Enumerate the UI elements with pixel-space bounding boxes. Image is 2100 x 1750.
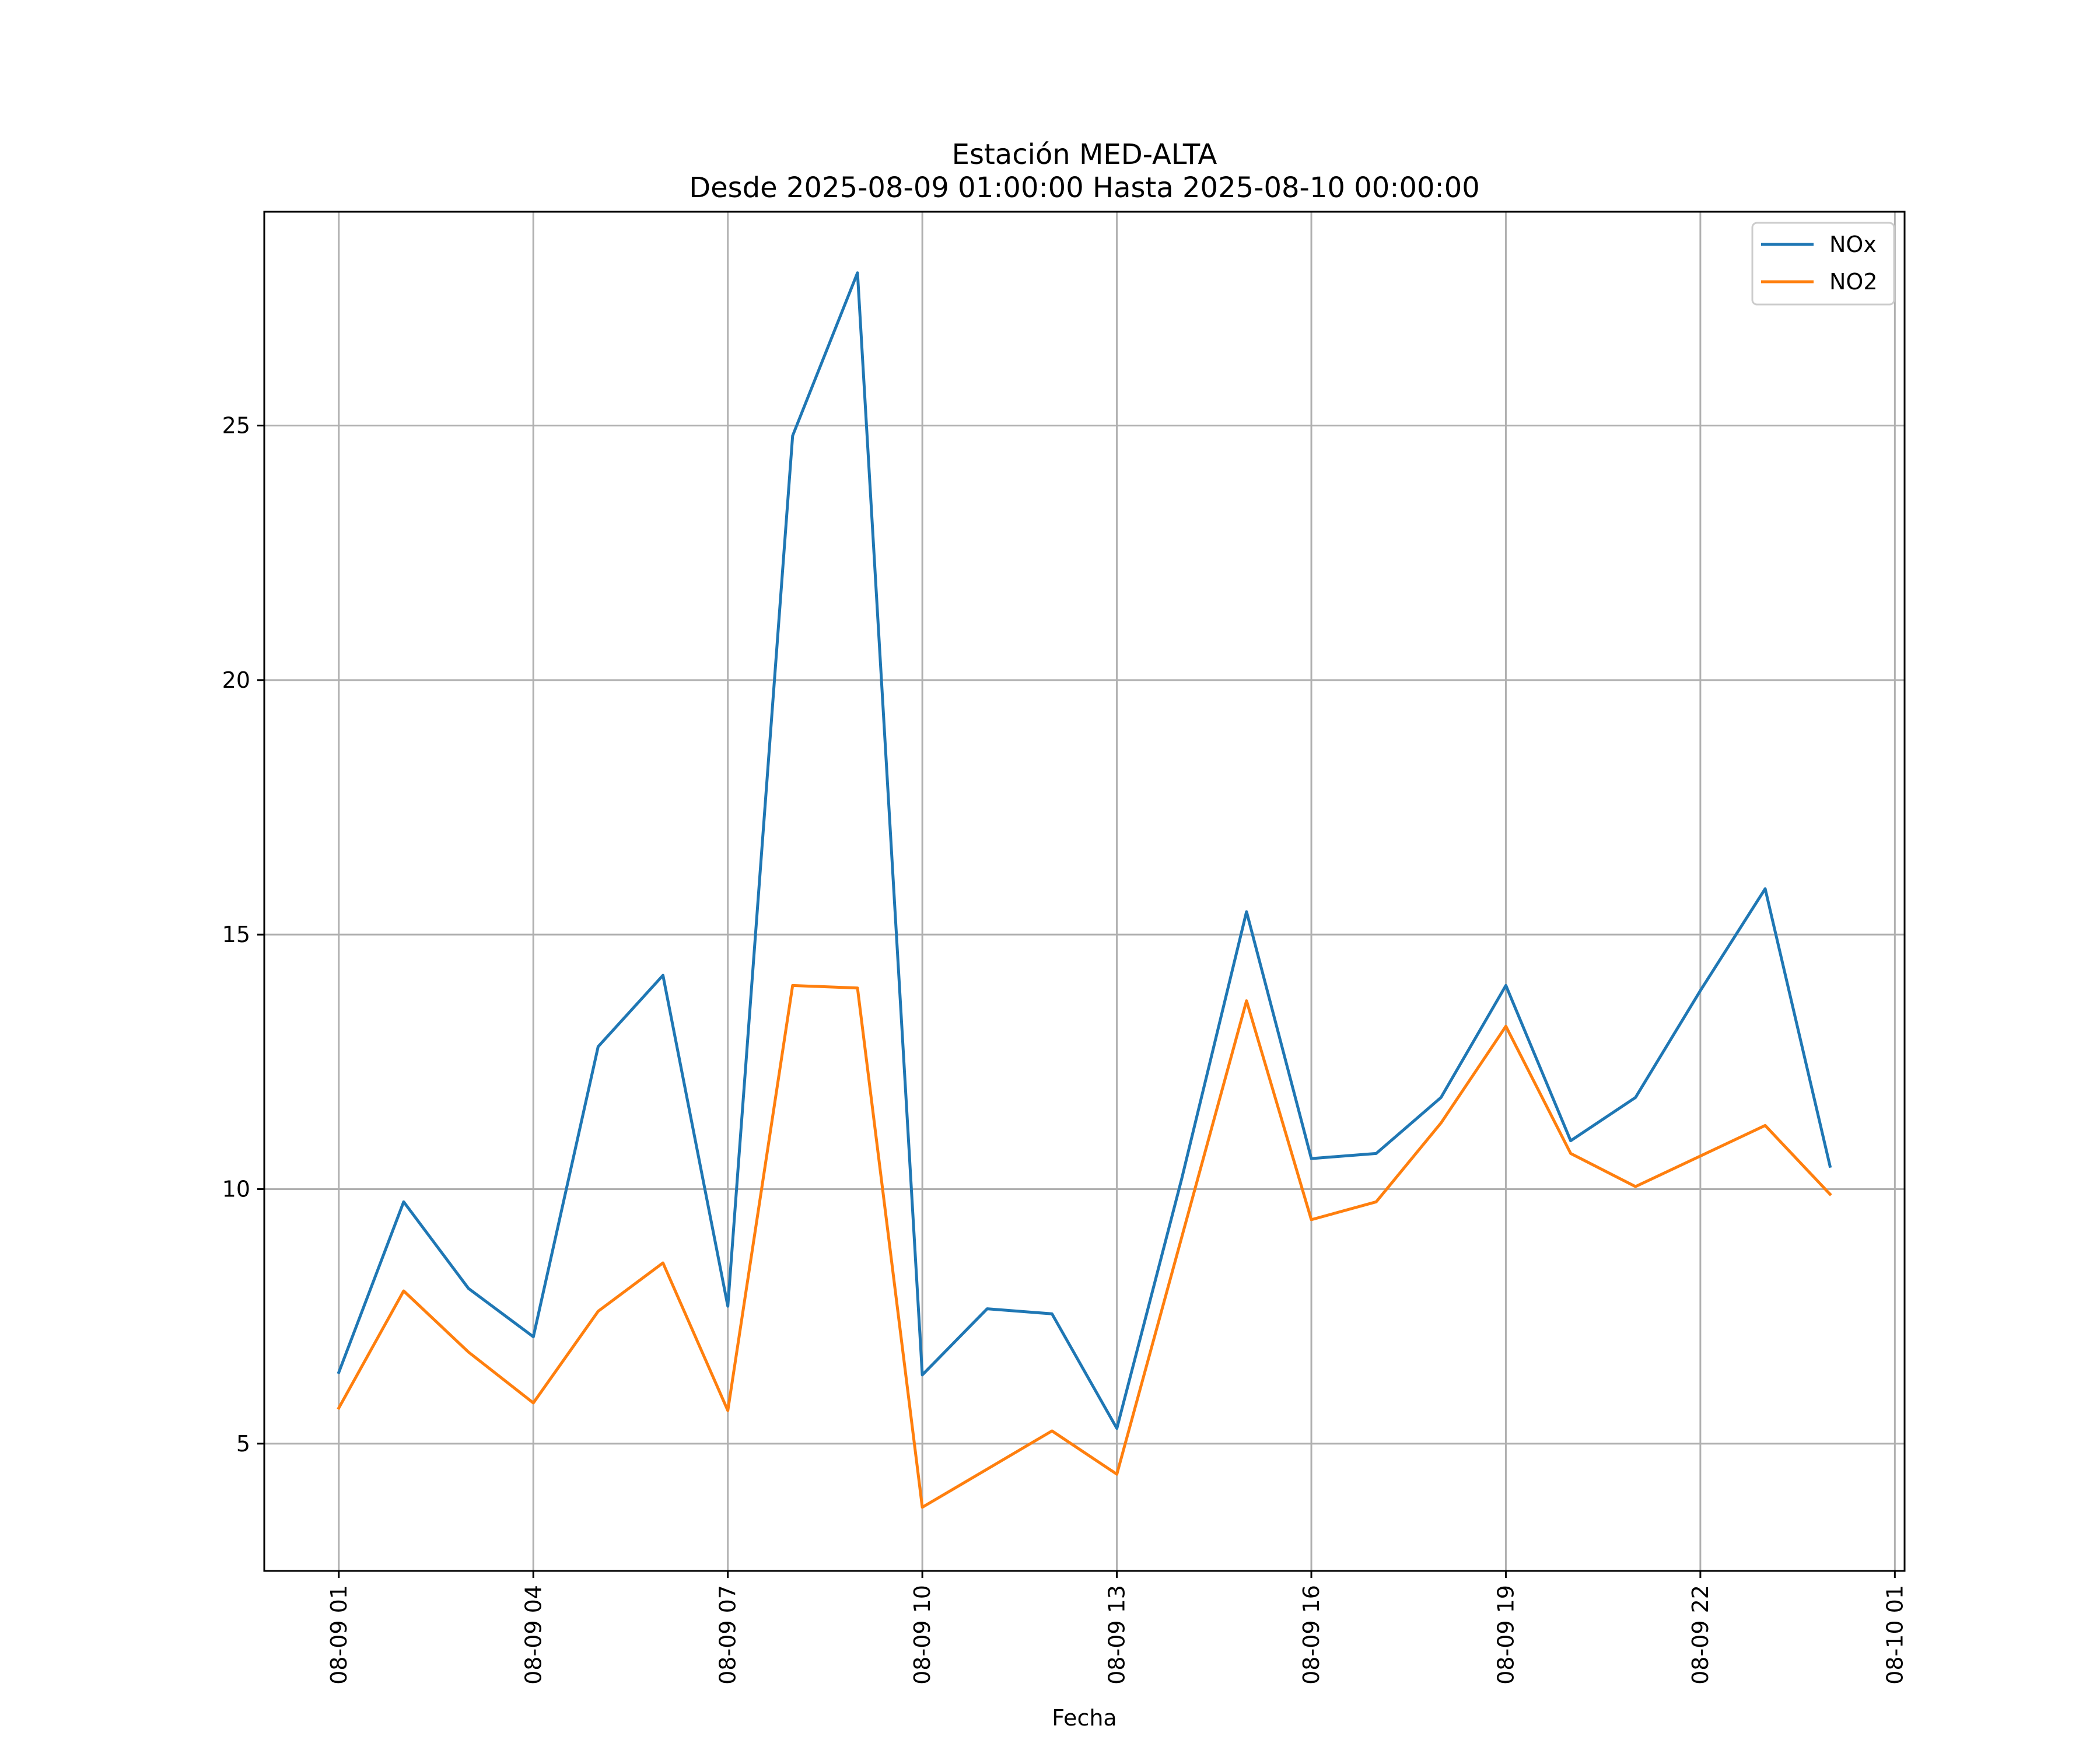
legend-label-nox: NOx [1829, 232, 1877, 257]
chart-title: Estación MED-ALTA [952, 138, 1217, 171]
x-tick-label: 08-09 01 [326, 1585, 352, 1685]
legend: NOx NO2 [1751, 222, 1895, 306]
x-axis: 08-09 01 08-09 04 08-09 07 08-09 10 08-09 13… [326, 1571, 1908, 1685]
x-tick-label: 08-09 19 [1493, 1585, 1518, 1685]
series-line-nox [337, 271, 1832, 1430]
x-tick-label: 08-09 22 [1688, 1585, 1713, 1685]
plot-frame [263, 211, 1906, 1572]
series-lines [337, 271, 1832, 1509]
x-tick-label: 08-09 13 [1104, 1585, 1130, 1685]
x-tick-label: 08-09 16 [1298, 1585, 1324, 1685]
x-axis-label: Fecha [1052, 1705, 1116, 1731]
y-tick-label: 25 [222, 413, 250, 439]
series-line-no2 [337, 984, 1832, 1509]
x-tick-label: 08-09 04 [520, 1585, 546, 1685]
y-tick-label: 10 [222, 1177, 250, 1202]
y-tick-label: 15 [222, 922, 250, 947]
x-tick-label: 08-09 10 [909, 1585, 935, 1685]
x-tick-label: 08-10 01 [1882, 1585, 1908, 1685]
y-tick-label: 20 [222, 667, 250, 693]
chart-subtitle: Desde 2025-08-09 01:00:00 Hasta 2025-08-… [689, 172, 1480, 204]
y-tick-label: 5 [236, 1431, 250, 1457]
y-axis: 5 10 15 20 25 [222, 413, 264, 1457]
grid [264, 212, 1905, 1571]
x-tick-label: 08-09 07 [715, 1585, 741, 1685]
legend-label-no2: NO2 [1829, 269, 1878, 295]
